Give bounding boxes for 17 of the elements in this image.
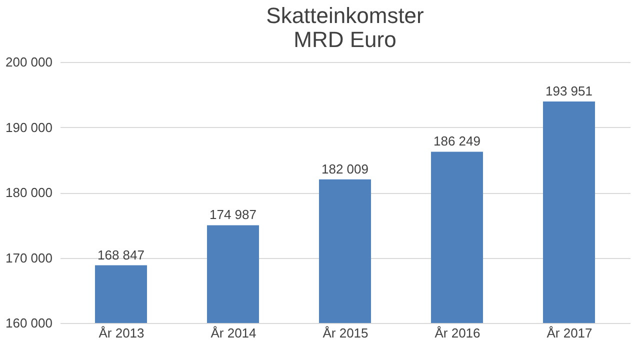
chart-title: Skatteinkomster xyxy=(266,3,424,28)
data-label: 174 987 xyxy=(210,207,256,222)
data-label: 193 951 xyxy=(546,83,592,98)
y-tick-label: 160 000 xyxy=(6,316,52,330)
data-label: 168 847 xyxy=(98,247,144,262)
y-tick-label: 170 000 xyxy=(6,250,52,266)
data-label: 186 249 xyxy=(434,134,480,149)
y-tick-label: 180 000 xyxy=(6,185,52,200)
y-tick-label: 190 000 xyxy=(6,120,52,135)
y-tick-label: 200 000 xyxy=(6,54,52,70)
chart-subtitle: MRD Euro xyxy=(294,27,396,52)
x-tick-label: År 2013 xyxy=(98,326,144,340)
x-tick-label: År 2016 xyxy=(434,326,480,340)
x-tick-label: År 2015 xyxy=(322,326,368,340)
data-label: 182 009 xyxy=(322,161,368,176)
x-tick-label: År 2014 xyxy=(210,326,256,340)
x-tick-label: År 2017 xyxy=(546,326,592,340)
